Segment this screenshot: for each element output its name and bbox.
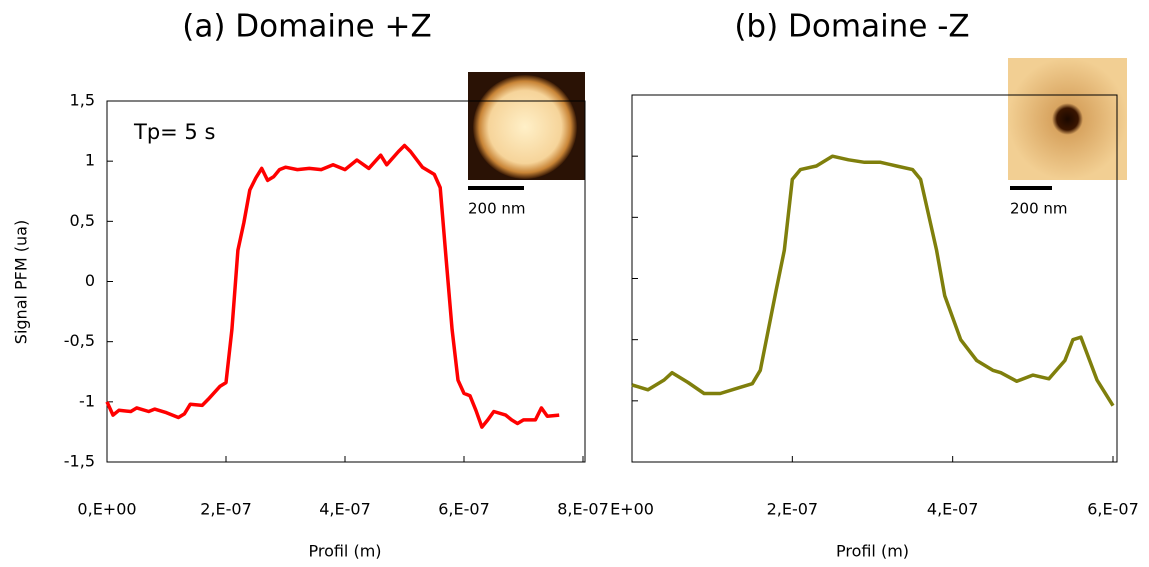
x-tick-label: 6,E-07 xyxy=(1087,500,1139,519)
chart-title: (b) Domaine -Z xyxy=(734,9,969,45)
x-tick-label: 2,E-07 xyxy=(767,500,819,519)
y-tick-label: 1 xyxy=(85,151,95,170)
x-axis-label: Profil (m) xyxy=(836,542,909,561)
x-axis-label: Profil (m) xyxy=(308,542,381,561)
y-tick-label: 0 xyxy=(85,271,95,290)
y-tick-label: -0,5 xyxy=(64,331,95,350)
x-tick-label: 4,E-07 xyxy=(927,500,979,519)
x-tick-label: 2,E-07 xyxy=(200,500,252,519)
inset-scale-label: 200 nm xyxy=(468,200,526,218)
x-tick-label: E+00 xyxy=(610,500,654,519)
y-tick-label: -1,5 xyxy=(64,452,95,471)
y-tick-label: 0,5 xyxy=(70,211,95,230)
annotation: Tp= 5 s xyxy=(133,120,215,144)
y-tick-label: -1 xyxy=(79,391,95,410)
inset-scale-label: 200 nm xyxy=(1010,200,1068,218)
x-tick-label: 4,E-07 xyxy=(319,500,371,519)
y-axis-label: Signal PFM (ua) xyxy=(12,220,31,344)
inset-a xyxy=(468,72,585,190)
data-line xyxy=(105,143,560,429)
data-line xyxy=(631,154,1115,407)
x-tick-label: 0,E+00 xyxy=(77,500,136,519)
inset-b xyxy=(1008,58,1127,190)
x-tick-label: 6,E-07 xyxy=(438,500,490,519)
y-tick-label: 1,5 xyxy=(70,91,95,110)
x-tick-label: 8,E-07 xyxy=(557,500,609,519)
chart-title: (a) Domaine +Z xyxy=(182,9,431,45)
